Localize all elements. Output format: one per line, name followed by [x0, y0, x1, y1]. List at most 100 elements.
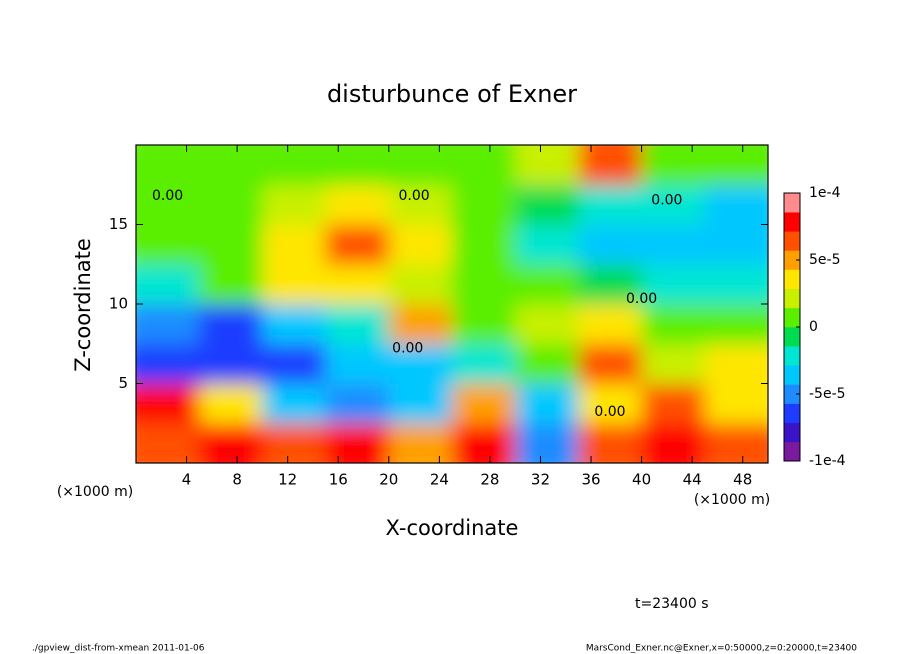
- field-cell: [578, 264, 643, 305]
- field-cell: [199, 304, 263, 345]
- colorbar-tick-label: 1e-4: [809, 185, 841, 201]
- field-cell: [641, 343, 706, 384]
- x-unit-label: (×1000 m): [694, 492, 770, 508]
- field-cell: [578, 224, 643, 265]
- colorbar-swatch: [784, 288, 800, 309]
- colorbar-swatch: [784, 193, 800, 213]
- field-cell: [515, 184, 579, 225]
- field-cell: [704, 383, 768, 424]
- colorbar-swatch: [784, 403, 800, 424]
- field-cell: [704, 423, 768, 463]
- field-cell: [704, 224, 768, 265]
- colorbar-swatch: [784, 327, 800, 347]
- field-cell: [578, 184, 643, 225]
- colorbar-swatch: [784, 231, 800, 251]
- field-area: [136, 145, 768, 463]
- x-unit-label: (×1000 m): [57, 484, 133, 500]
- field-cell: [578, 304, 643, 345]
- y-tick-label: 10: [109, 295, 128, 313]
- x-tick-label: 4: [182, 471, 192, 489]
- chart-title: disturbunce of Exner: [327, 80, 577, 108]
- field-cell: [641, 184, 706, 225]
- field-cell: [641, 224, 706, 265]
- field-cell: [199, 264, 263, 305]
- field-cell: [388, 304, 453, 345]
- field-cell: [136, 304, 200, 345]
- x-tick-label: 40: [632, 471, 651, 489]
- x-tick-label: 28: [480, 471, 499, 489]
- field-cell: [515, 423, 579, 463]
- y-axis-label: Z-coordinate: [71, 238, 95, 372]
- field-cell: [262, 145, 327, 186]
- field-cell: [199, 184, 263, 225]
- field-cell: [641, 304, 706, 345]
- field-cell: [325, 145, 390, 186]
- field-cell: [452, 184, 516, 225]
- field-cell: [704, 304, 768, 345]
- field-cell: [388, 184, 453, 225]
- field-cell: [641, 264, 706, 305]
- field-cell: [136, 343, 200, 384]
- field-cell: [452, 423, 516, 463]
- x-tick-label: 12: [278, 471, 297, 489]
- colorbar-swatch: [784, 384, 800, 404]
- field-cell: [578, 383, 643, 424]
- contour-label: 0.00: [152, 188, 183, 204]
- field-cell: [452, 343, 516, 384]
- x-tick-label: 48: [733, 471, 752, 489]
- x-tick-label: 8: [232, 471, 242, 489]
- field-cell: [515, 383, 579, 424]
- time-label: t=23400 s: [635, 596, 709, 612]
- field-cell: [262, 383, 327, 424]
- field-cell: [199, 343, 263, 384]
- x-tick-label: 36: [581, 471, 600, 489]
- x-tick-label: 24: [430, 471, 449, 489]
- field-cell: [325, 423, 390, 463]
- colorbar-swatch: [784, 250, 800, 270]
- field-cell: [704, 145, 768, 186]
- colorbar-tick-label: 0: [809, 319, 818, 335]
- field-cell: [578, 423, 643, 463]
- colorbar-swatch: [784, 212, 800, 232]
- field-cell: [325, 304, 390, 345]
- field-cell: [199, 145, 263, 186]
- contour-label: 0.00: [398, 188, 429, 204]
- x-tick-label: 32: [531, 471, 550, 489]
- field-cell: [388, 383, 453, 424]
- field-cell: [136, 383, 200, 424]
- contour-label: 0.00: [392, 341, 423, 357]
- field-cell: [262, 264, 327, 305]
- field-cell: [452, 383, 516, 424]
- field-cell: [388, 423, 453, 463]
- contour-label: 0.00: [651, 193, 682, 209]
- colorbar-swatch: [784, 365, 800, 385]
- field-cell: [325, 383, 390, 424]
- colorbar-swatch: [784, 307, 800, 328]
- field-cell: [704, 264, 768, 305]
- field-cell: [515, 264, 579, 305]
- colorbar-swatch: [784, 346, 800, 366]
- field-cell: [641, 145, 706, 186]
- x-tick-label: 20: [379, 471, 398, 489]
- field-cell: [325, 184, 390, 225]
- field-cell: [515, 224, 579, 265]
- footer-left: ./gpview_dist-from-xmean 2011-01-06: [32, 644, 205, 654]
- field-cell: [641, 423, 706, 463]
- colorbar-swatch: [784, 441, 800, 462]
- field-cell: [136, 184, 200, 225]
- contour-label: 0.00: [594, 404, 625, 420]
- field-cell: [452, 264, 516, 305]
- field-cell: [325, 343, 390, 384]
- field-cell: [325, 264, 390, 305]
- contour-label: 0.00: [626, 291, 657, 307]
- x-tick-label: 44: [683, 471, 702, 489]
- field-cell: [641, 383, 706, 424]
- field-cell: [136, 224, 200, 265]
- field-cell: [452, 224, 516, 265]
- field-cell: [388, 224, 453, 265]
- y-tick-label: 5: [118, 374, 128, 392]
- field-cell: [325, 224, 390, 265]
- field-cell: [199, 423, 263, 463]
- y-tick-label: 15: [109, 215, 128, 233]
